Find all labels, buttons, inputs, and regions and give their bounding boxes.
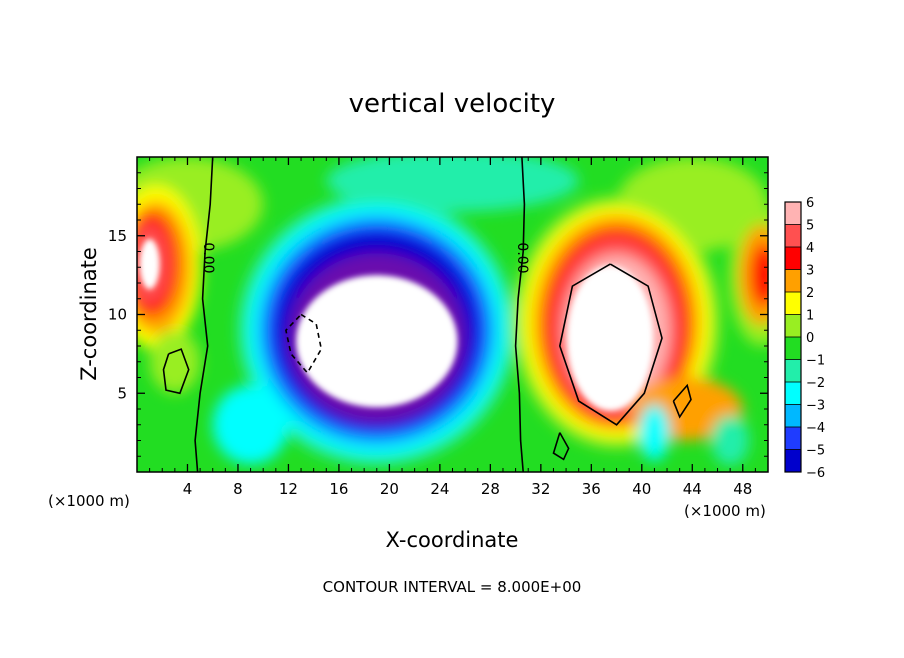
x-tick-label-7: 32 xyxy=(531,480,550,498)
saturated-core-1 xyxy=(567,265,654,411)
x-tick-label-9: 40 xyxy=(632,480,651,498)
velocity-field xyxy=(137,157,768,472)
colorbar-label-1: 5 xyxy=(806,219,814,234)
zero-contour-right xyxy=(514,157,526,472)
contour-label-left: 0.00 xyxy=(200,242,216,273)
colorbar-swatch-9 xyxy=(785,404,801,428)
positive-core-contour xyxy=(558,263,663,426)
saturated-core-2 xyxy=(139,238,160,290)
contour-loop-ripple xyxy=(672,383,692,419)
field-blob-25 xyxy=(711,415,750,466)
y-tick-label-2: 15 xyxy=(108,227,127,245)
contour-loop-lower xyxy=(552,432,570,461)
colorbar-label-6: 0 xyxy=(806,331,814,346)
field-blob-22 xyxy=(750,243,768,307)
colorbar-label-3: 3 xyxy=(806,264,814,279)
zero-contour-left xyxy=(194,157,214,472)
x-unit-left: (×1000 m) xyxy=(48,492,130,510)
colorbar-swatch-1 xyxy=(785,224,801,248)
colorbar-swatch-2 xyxy=(785,247,801,270)
y-axis-label: Z-coordinate xyxy=(77,247,101,381)
chart-title: vertical velocity xyxy=(349,89,556,119)
colorbar-label-11: −5 xyxy=(806,444,825,459)
x-tick-label-3: 16 xyxy=(329,480,348,498)
y-tick-label-0: 5 xyxy=(117,384,127,402)
x-tick-label-5: 24 xyxy=(430,480,449,498)
colorbar-label-5: 1 xyxy=(806,309,814,324)
x-tick-label-11: 48 xyxy=(733,480,752,498)
field-blob-27 xyxy=(149,330,201,394)
contour-label-right: 0.00 xyxy=(514,242,530,273)
colorbar-swatch-5 xyxy=(785,314,801,338)
x-tick-label-8: 36 xyxy=(582,480,601,498)
contour-loop-left xyxy=(162,348,190,395)
colorbar-label-12: −6 xyxy=(806,466,825,481)
x-tick-label-4: 20 xyxy=(380,480,399,498)
colorbar-swatch-7 xyxy=(785,359,801,383)
colorbar: 6 5 4 3 2 1 0 −1 −2 −3 −4 −5 −6 xyxy=(784,196,825,481)
negative-core-contour xyxy=(285,313,323,375)
field-blob-26 xyxy=(212,385,289,465)
colorbar-swatch-11 xyxy=(785,449,801,473)
colorbar-swatch-6 xyxy=(785,337,801,360)
colorbar-label-4: 2 xyxy=(806,286,814,301)
colorbar-swatch-3 xyxy=(785,269,801,293)
x-tick-label-2: 12 xyxy=(279,480,298,498)
x-unit-right: (×1000 m) xyxy=(684,502,766,520)
colorbar-swatch-0 xyxy=(785,202,801,225)
colorbar-swatch-4 xyxy=(785,292,801,315)
colorbar-swatch-10 xyxy=(785,427,801,450)
y-tick-label-1: 10 xyxy=(108,306,127,324)
colorbar-label-0: 6 xyxy=(806,196,814,211)
colorbar-label-10: −4 xyxy=(806,421,825,436)
colorbar-label-9: −3 xyxy=(806,399,825,414)
x-tick-label-6: 28 xyxy=(481,480,500,498)
colorbar-label-7: −1 xyxy=(806,354,825,369)
saturated-core-0 xyxy=(296,275,458,408)
x-tick-label-1: 8 xyxy=(233,480,243,498)
field-blob-24 xyxy=(639,404,670,461)
colorbar-swatch-8 xyxy=(785,382,801,405)
x-axis-label: X-coordinate xyxy=(386,528,519,552)
colorbar-label-8: −2 xyxy=(806,376,825,391)
x-tick-label-10: 44 xyxy=(683,480,702,498)
contour-interval-note: CONTOUR INTERVAL = 8.000E+00 xyxy=(323,578,582,596)
colorbar-label-2: 4 xyxy=(806,241,814,256)
x-tick-label-0: 4 xyxy=(183,480,193,498)
